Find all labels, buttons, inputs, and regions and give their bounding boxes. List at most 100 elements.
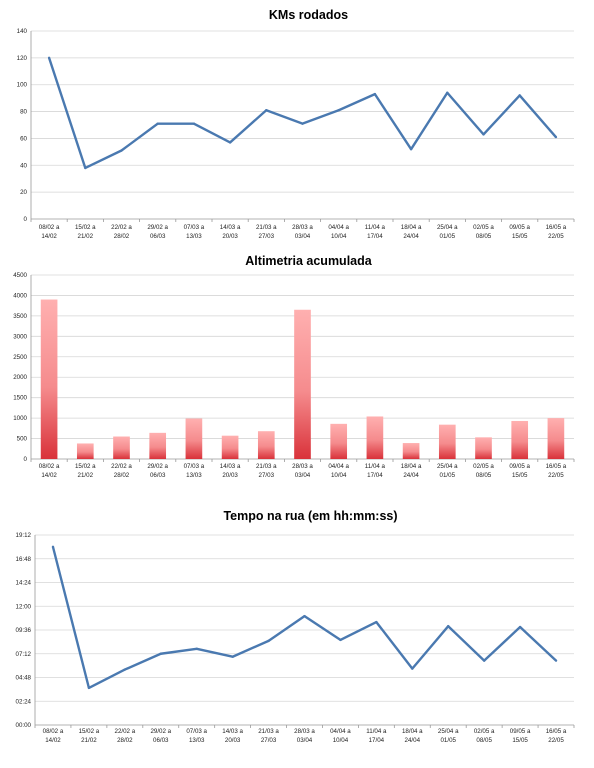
x-tick-label: 03/04 xyxy=(297,737,313,744)
data-point xyxy=(409,147,413,151)
y-tick-label: 4500 xyxy=(13,272,27,279)
series-line xyxy=(51,546,557,690)
x-tick-label: 15/02 a xyxy=(79,728,100,735)
x-tick-label: 14/02 xyxy=(41,472,57,479)
x-tick-label: 16/05 a xyxy=(546,224,567,231)
series-line xyxy=(47,57,557,170)
y-tick-label: 100 xyxy=(17,82,28,89)
x-tick-label: 28/03 a xyxy=(292,224,313,231)
data-point xyxy=(87,686,91,690)
x-tick-label: 22/05 xyxy=(548,737,564,744)
y-tick-label: 2000 xyxy=(13,374,27,381)
bar xyxy=(475,437,492,459)
x-tick-label: 25/04 a xyxy=(437,463,458,470)
x-tick-label: 20/03 xyxy=(222,233,238,240)
x-tick-label: 10/04 xyxy=(331,233,347,240)
x-tick-label: 11/04 a xyxy=(366,728,387,735)
x-tick-label: 18/04 a xyxy=(401,463,422,470)
x-tick-label: 17/04 xyxy=(367,233,383,240)
data-point xyxy=(337,109,340,112)
x-tick-label: 29/02 a xyxy=(147,224,168,231)
x-tick-label: 18/04 a xyxy=(401,224,422,231)
x-tick-label: 17/04 xyxy=(369,737,385,744)
x-tick-label: 16/05 a xyxy=(546,463,567,470)
data-point xyxy=(301,122,304,125)
bar xyxy=(547,418,565,459)
y-tick-label: 140 xyxy=(17,28,28,35)
x-tick-label: 29/02 a xyxy=(150,728,171,735)
x-tick-label: 08/02 a xyxy=(43,728,64,735)
x-tick-label: 10/04 xyxy=(331,472,347,479)
x-tick-label: 28/02 xyxy=(114,233,130,240)
chart-title: Tempo na rua (em hh:mm:ss) xyxy=(223,509,397,523)
bar xyxy=(511,420,529,459)
data-point xyxy=(192,122,196,125)
x-tick-label: 15/05 xyxy=(512,233,528,240)
y-tick-label: 60 xyxy=(20,135,27,142)
x-tick-label: 22/02 a xyxy=(111,224,132,231)
x-tick-label: 27/03 xyxy=(261,737,277,744)
x-tick-label: 07/03 a xyxy=(184,463,205,470)
x-tick-label: 28/02 xyxy=(114,472,130,479)
y-tick-label: 12:00 xyxy=(16,603,32,610)
x-tick-label: 16/05 a xyxy=(546,728,567,735)
y-tick-label: 3500 xyxy=(13,313,27,320)
y-tick-label: 07:12 xyxy=(16,651,32,658)
x-tick-label: 28/03 a xyxy=(294,728,315,735)
data-point xyxy=(195,647,198,651)
x-tick-label: 21/02 xyxy=(78,233,94,240)
x-tick-label: 11/04 a xyxy=(365,224,386,231)
x-tick-label: 01/05 xyxy=(440,737,456,744)
x-tick-label: 07/03 a xyxy=(186,728,207,735)
chart-tempo-na-rua: Tempo na rua (em hh:mm:ss) 00:00 02:24 04:4… xyxy=(16,509,575,744)
x-tick-label: 14/02 xyxy=(45,737,61,744)
bar xyxy=(366,416,384,459)
x-tick-label: 18/04 a xyxy=(402,728,423,735)
data-point xyxy=(447,625,450,628)
x-tick-label: 28/03 a xyxy=(292,463,313,470)
x-tick-label: 10/04 xyxy=(333,737,349,744)
bar xyxy=(330,423,348,459)
data-point xyxy=(51,545,55,549)
bar xyxy=(221,435,239,459)
x-tick-label: 03/04 xyxy=(295,233,311,240)
x-tick-label: 20/03 xyxy=(225,737,241,744)
y-tick-label: 2500 xyxy=(13,354,27,361)
x-tick-label: 21/03 a xyxy=(256,463,277,470)
x-tick-label: 07/03 a xyxy=(184,224,205,231)
x-tick-label: 24/04 xyxy=(403,472,419,479)
data-point xyxy=(373,92,377,96)
data-point xyxy=(446,91,449,94)
chart-title: Altimetria acumulada xyxy=(245,254,372,268)
chart-title: KMs rodados xyxy=(269,8,348,22)
x-tick-label: 09/05 a xyxy=(509,463,530,470)
data-point xyxy=(303,614,306,618)
data-point xyxy=(47,56,51,60)
x-tick-label: 27/03 xyxy=(259,233,275,240)
y-tick-label: 500 xyxy=(17,436,28,443)
x-tick-label: 20/03 xyxy=(222,472,238,479)
x-tick-label: 15/02 a xyxy=(75,463,96,470)
y-tick-label: 1500 xyxy=(13,395,27,402)
x-tick-label: 21/02 xyxy=(81,737,97,744)
data-point xyxy=(231,655,234,658)
chart-altimetria-acumulada: Altimetria acumulada 0 500 1000 1500 2000 2500… xyxy=(13,254,575,479)
x-tick-label: 06/03 xyxy=(150,472,166,479)
x-tick-label: 24/04 xyxy=(405,737,421,744)
data-point xyxy=(228,141,232,144)
x-tick-label: 15/02 a xyxy=(75,224,96,231)
x-tick-label: 08/05 xyxy=(476,737,492,744)
bar xyxy=(402,443,420,459)
bar xyxy=(185,418,203,459)
x-tick-label: 13/03 xyxy=(189,737,205,744)
x-tick-label: 14/03 a xyxy=(220,224,241,231)
bar xyxy=(438,424,456,459)
x-tick-label: 02/05 a xyxy=(474,728,495,735)
x-tick-label: 06/03 xyxy=(153,737,169,744)
x-tick-label: 14/03 a xyxy=(222,728,243,735)
data-point xyxy=(554,659,558,662)
x-tick-label: 02/05 a xyxy=(473,224,494,231)
y-tick-label: 16:48 xyxy=(16,556,32,563)
bar xyxy=(40,299,58,459)
